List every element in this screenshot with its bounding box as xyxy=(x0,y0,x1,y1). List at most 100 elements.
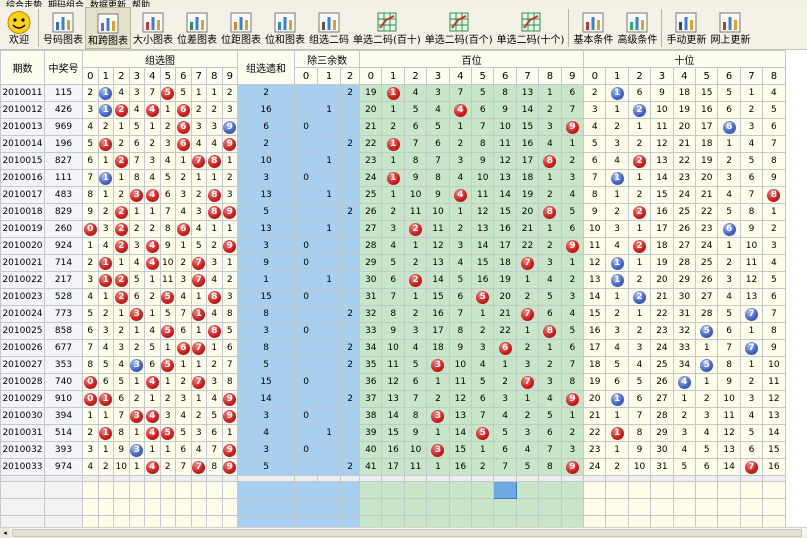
empty-cell[interactable] xyxy=(0,498,45,516)
table-row[interactable]: 2010033 974 4 2 10 1 4 2 7 7 8 9 5 2 41 17 11 1 16 2 7 5 8 9 24 2… xyxy=(0,458,786,476)
toolbar-button-3[interactable]: 大小图表 xyxy=(131,7,175,49)
empty-cell[interactable] xyxy=(560,481,585,499)
empty-cell[interactable] xyxy=(221,498,239,516)
scroll-left-button[interactable]: ◂ xyxy=(0,528,10,538)
selected-cell[interactable] xyxy=(493,481,517,499)
empty-cell[interactable] xyxy=(493,498,517,516)
toolbar-button-6[interactable]: 位和图表 xyxy=(263,7,307,49)
empty-cell[interactable] xyxy=(381,481,405,499)
empty-cell[interactable] xyxy=(44,481,83,499)
empty-cell[interactable] xyxy=(82,498,99,516)
empty-cell[interactable] xyxy=(190,481,207,499)
empty-cell[interactable] xyxy=(515,498,540,516)
empty-cell[interactable] xyxy=(97,481,114,499)
empty-cell[interactable] xyxy=(672,481,697,499)
empty-cell[interactable] xyxy=(515,481,540,499)
table-row[interactable]: 2010017 483 8 1 2 3 4 6 3 2 8 3 13 1 25 1 10 9 4 11 14 19 2 4 8 1… xyxy=(0,186,786,204)
empty-cell[interactable] xyxy=(294,481,319,499)
toolbar-button-8[interactable]: 单选二码(百十) xyxy=(351,7,423,49)
table-row[interactable]: 2010028 740 0 6 5 1 4 1 2 7 3 8 15 0 36 12 6 1 11 5 2 7 3 8 19 6 5… xyxy=(0,373,786,391)
empty-cell[interactable] xyxy=(190,498,207,516)
table-row[interactable]: 2010013 969 4 2 1 5 1 2 6 3 3 9 6 0 21 2 6 5 1 7 10 15 3 9 4 2 1 11… xyxy=(0,118,786,136)
empty-cell[interactable] xyxy=(206,498,223,516)
table-row[interactable]: 2010029 910 0 1 6 2 1 2 3 1 4 9 14 2 37 13 7 2 12 6 3 1 4 9 20 1 6… xyxy=(0,390,786,408)
toolbar-button-0[interactable]: 欢迎 xyxy=(2,7,36,49)
empty-cell[interactable] xyxy=(359,498,383,516)
table-row[interactable]: 2010015 827 6 1 2 7 3 4 1 7 8 1 10 1 23 1 8 7 3 9 12 17 8 2 6 4 2 1… xyxy=(0,152,786,170)
empty-cell[interactable] xyxy=(221,481,239,499)
table-row[interactable]: 2010032 393 3 1 9 3 1 1 6 4 7 9 3 0 40 16 10 3 15 1 6 4 7 3 23 1 9… xyxy=(0,441,786,459)
toolbar-button-7[interactable]: 组选二码 xyxy=(307,7,351,49)
empty-cell[interactable] xyxy=(471,481,495,499)
table-row[interactable]: 2010023 528 4 1 2 6 2 5 4 1 8 3 15 0 31 7 1 15 6 5 20 2 5 3 14 1 2… xyxy=(0,288,786,306)
empty-cell[interactable] xyxy=(583,498,607,516)
empty-cell[interactable] xyxy=(381,498,405,516)
table-row[interactable]: 2010030 394 1 1 7 3 4 3 4 2 5 9 3 0 38 14 8 3 13 7 4 2 5 1 21 1 7 2… xyxy=(0,407,786,425)
scroll-thumb[interactable] xyxy=(12,529,802,537)
table-row[interactable]: 2010031 514 2 1 8 1 4 5 5 3 6 1 4 1 39 15 9 1 14 5 5 3 6 2 22 1 8 2… xyxy=(0,424,786,442)
table-row[interactable]: 2010026 677 7 4 3 2 5 1 6 7 1 6 8 2 34 10 4 18 9 3 6 2 1 6 17 4 3 2… xyxy=(0,339,786,357)
empty-cell[interactable] xyxy=(605,481,629,499)
table-row[interactable]: 2010025 858 6 3 2 1 4 5 6 1 8 5 3 0 33 9 3 17 8 2 22 1 8 5 16 3 2 2… xyxy=(0,322,786,340)
empty-cell[interactable] xyxy=(426,481,450,499)
empty-cell[interactable] xyxy=(403,481,428,499)
empty-cell[interactable] xyxy=(650,498,674,516)
toolbar-button-5[interactable]: 位距图表 xyxy=(219,7,263,49)
empty-cell[interactable] xyxy=(583,481,607,499)
empty-cell[interactable] xyxy=(144,498,161,516)
empty-cell[interactable] xyxy=(175,481,192,499)
empty-cell[interactable] xyxy=(359,481,383,499)
table-row[interactable]: 2010022 217 3 1 2 5 1 11 3 7 4 2 1 1 30 6 2 14 5 16 19 1 4 2 13 1… xyxy=(0,271,786,289)
table-row[interactable]: 2010027 353 8 5 4 3 6 5 1 1 2 7 5 2 35 11 5 3 10 4 1 3 2 7 18 5 4 2… xyxy=(0,356,786,374)
menu-item-0[interactable]: 综合走势 xyxy=(6,1,43,8)
toolbar-button-2[interactable]: 和跨图表 xyxy=(85,7,131,49)
menu-item-3[interactable]: 帮助 xyxy=(132,1,151,8)
empty-cell[interactable] xyxy=(426,498,450,516)
menu-item-2[interactable]: 数据更新 xyxy=(90,1,127,8)
empty-cell[interactable] xyxy=(237,481,296,499)
empty-cell[interactable] xyxy=(739,481,764,499)
toolbar-button-9[interactable]: 单选二码(百个) xyxy=(423,7,495,49)
empty-cell[interactable] xyxy=(0,481,45,499)
empty-cell[interactable] xyxy=(448,498,473,516)
empty-cell[interactable] xyxy=(206,481,223,499)
toolbar-button-11[interactable]: 基本条件 xyxy=(571,7,615,49)
empty-cell[interactable] xyxy=(317,498,342,516)
table-row[interactable]: 2010018 829 9 2 2 1 1 7 4 3 8 9 5 2 26 2 11 10 1 12 15 20 8 5 9 2… xyxy=(0,203,786,221)
empty-cell[interactable] xyxy=(294,498,319,516)
empty-cell[interactable] xyxy=(762,498,786,516)
toolbar-button-13[interactable]: 手动更新 xyxy=(664,7,708,49)
empty-cell[interactable] xyxy=(627,498,652,516)
empty-cell[interactable] xyxy=(762,481,786,499)
table-row[interactable]: 2010020 924 1 4 2 3 4 9 1 5 2 9 3 0 28 4 1 12 3 14 17 22 2 9 11 4… xyxy=(0,237,786,255)
empty-cell[interactable] xyxy=(113,481,130,499)
empty-cell[interactable] xyxy=(538,498,562,516)
empty-cell[interactable] xyxy=(340,481,361,499)
empty-cell[interactable] xyxy=(317,481,342,499)
empty-cell[interactable] xyxy=(175,498,192,516)
table-row[interactable]: 2010012 426 3 1 2 4 4 1 6 2 2 3 16 1 20 1 5 4 4 6 9 14 2 7 3 1 2 10… xyxy=(0,101,786,119)
empty-cell[interactable] xyxy=(717,498,741,516)
toolbar-button-12[interactable]: 高级条件 xyxy=(615,7,659,49)
empty-cell[interactable] xyxy=(113,498,130,516)
empty-cell[interactable] xyxy=(538,481,562,499)
table-row[interactable]: 2010014 196 5 1 2 6 2 3 6 4 4 9 2 2 22 1 7 6 2 8 11 16 4 1 5 3 2 12… xyxy=(0,135,786,153)
empty-cell[interactable] xyxy=(97,498,114,516)
empty-cell[interactable] xyxy=(471,498,495,516)
toolbar-button-10[interactable]: 单选二码(十个) xyxy=(495,7,567,49)
empty-cell[interactable] xyxy=(695,481,719,499)
empty-cell[interactable] xyxy=(159,481,176,499)
empty-cell[interactable] xyxy=(717,481,741,499)
empty-cell[interactable] xyxy=(605,498,629,516)
table-row[interactable]: 2010021 714 2 1 1 4 4 10 2 7 3 1 9 0 29 5 2 13 4 15 18 7 3 1 12 1… xyxy=(0,254,786,272)
horizontal-scrollbar[interactable]: ◂ xyxy=(0,527,807,538)
empty-cell[interactable] xyxy=(340,498,361,516)
empty-cell[interactable] xyxy=(144,481,161,499)
empty-cell[interactable] xyxy=(159,498,176,516)
empty-cell[interactable] xyxy=(448,481,473,499)
table-row[interactable]: 2010011 115 2 1 4 3 7 5 5 1 1 2 2 2 19 1 4 3 7 5 8 13 1 6 2 1 6 9 18… xyxy=(0,84,786,102)
empty-cell[interactable] xyxy=(560,498,585,516)
empty-cell[interactable] xyxy=(237,498,296,516)
empty-cell[interactable] xyxy=(44,498,83,516)
empty-cell[interactable] xyxy=(128,498,145,516)
